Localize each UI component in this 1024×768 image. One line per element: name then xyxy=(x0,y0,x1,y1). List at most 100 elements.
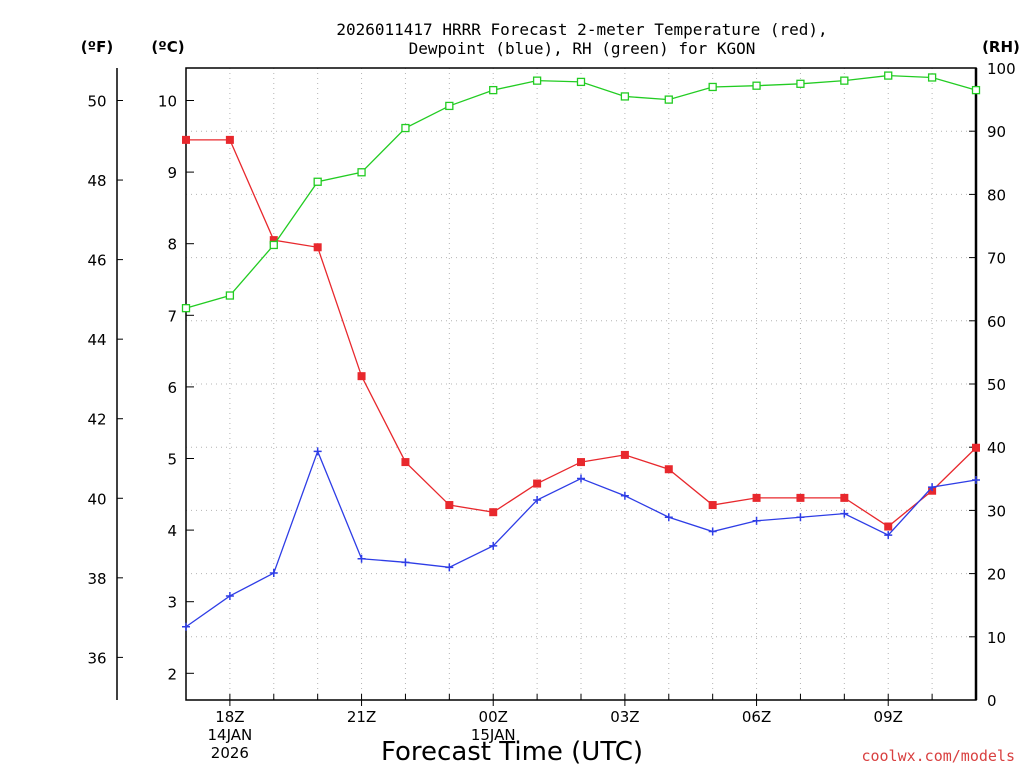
rh-tick-label: 10 xyxy=(987,629,1006,647)
temperature-point xyxy=(708,501,717,510)
dewpoint-point xyxy=(182,622,190,631)
rh-point xyxy=(313,177,322,186)
rh-tick-label: 40 xyxy=(987,439,1006,457)
temperature-point xyxy=(357,372,366,381)
rh-point xyxy=(445,101,454,111)
celsius-tick-label: 4 xyxy=(167,522,177,540)
dewpoint-point xyxy=(225,591,234,600)
celsius-tick-label: 2 xyxy=(167,665,177,683)
dewpoint-point xyxy=(840,509,849,518)
temperature-point xyxy=(972,443,980,452)
rh-point xyxy=(181,304,191,313)
grid-lines xyxy=(186,68,976,700)
fahrenheit-tick-label: 46 xyxy=(87,252,106,270)
temperature-point xyxy=(182,135,190,144)
temperature-point xyxy=(752,493,761,502)
dewpoint-point xyxy=(620,491,629,500)
rh-point xyxy=(664,95,673,104)
rh-point xyxy=(927,73,937,82)
rh-tick-label: 20 xyxy=(987,566,1006,584)
x-tick-label: 03Z xyxy=(610,708,639,726)
rh-point xyxy=(357,168,366,177)
dewpoint-point xyxy=(577,474,585,483)
dewpoint-point xyxy=(489,541,498,550)
dewpoint-point xyxy=(884,531,893,540)
celsius-tick-label: 10 xyxy=(158,93,177,111)
fahrenheit-tick-label: 42 xyxy=(87,411,106,429)
temperature-point xyxy=(664,465,673,474)
dewpoint-point xyxy=(533,496,542,505)
chart-title-line-1: 2026011417 HRRR Forecast 2-meter Tempera… xyxy=(336,20,827,39)
rh-point xyxy=(796,79,805,88)
credit-text: coolwx.com/models xyxy=(861,747,1015,765)
temperature-point xyxy=(884,522,893,531)
temperature-point xyxy=(225,135,234,144)
x-tick-label: 21Z xyxy=(347,708,376,726)
temperature-point xyxy=(533,479,542,488)
fahrenheit-tick-label: 36 xyxy=(87,649,106,667)
temperature-point xyxy=(313,243,322,252)
axes: 2 3 4 5 6 7 8 9 10 36 38 40 42 44 46 48 50 0 10 20 30 40 50 60 7… xyxy=(87,60,1015,762)
rh-point xyxy=(532,76,542,85)
rh-tick-label: 80 xyxy=(987,186,1006,204)
x-tick-label: 18Z xyxy=(215,708,244,726)
fahrenheit-tick-label: 48 xyxy=(87,172,106,190)
dewpoint-point xyxy=(664,513,673,522)
x-tick-label: 06Z xyxy=(742,708,771,726)
rh-point xyxy=(620,92,630,101)
dewpoint-point xyxy=(752,516,761,525)
rh-tick-label: 30 xyxy=(987,502,1006,520)
dewpoint-point xyxy=(796,513,805,522)
rh-point xyxy=(576,77,586,87)
rh-unit-label: (RH) xyxy=(982,38,1020,56)
rh-tick-label: 50 xyxy=(987,376,1006,394)
x-tick-label: 2026 xyxy=(211,744,249,762)
x-tick-label: 09Z xyxy=(874,708,903,726)
rh-point xyxy=(840,76,849,85)
celsius-tick-label: 5 xyxy=(167,451,177,469)
fahrenheit-tick-label: 38 xyxy=(87,570,106,588)
x-tick-label: 14JAN xyxy=(208,726,253,744)
x-tick-label: 15JAN xyxy=(471,726,516,744)
temperature-point xyxy=(620,450,629,459)
rh-point xyxy=(752,81,761,90)
rh-tick-label: 100 xyxy=(987,60,1016,78)
rh-tick-label: 70 xyxy=(987,250,1006,268)
temperature-point xyxy=(269,236,278,245)
rh-point xyxy=(401,123,410,133)
fahrenheit-tick-label: 50 xyxy=(87,93,106,111)
rh-point xyxy=(225,291,235,300)
celsius-tick-label: 9 xyxy=(167,164,177,182)
celsius-tick-label: 7 xyxy=(167,307,177,325)
rh-point xyxy=(971,85,981,95)
dewpoint-point xyxy=(357,554,366,563)
rh-tick-label: 60 xyxy=(987,313,1006,331)
rh-tick-label: 90 xyxy=(987,123,1006,141)
rh-tick-label: 0 xyxy=(987,692,997,710)
fahrenheit-tick-label: 44 xyxy=(87,331,106,349)
dewpoint-point xyxy=(401,558,410,567)
dewpoint-point xyxy=(313,447,322,456)
dewpoint-point xyxy=(928,483,937,492)
chart-title-line-2: Dewpoint (blue), RH (green) for KGON xyxy=(409,39,756,58)
x-tick-label: 00Z xyxy=(479,708,508,726)
temperature-point xyxy=(840,493,849,502)
dewpoint-point xyxy=(269,569,278,578)
x-axis-title: Forecast Time (UTC) xyxy=(381,737,643,767)
dewpoint-point xyxy=(708,527,717,536)
celsius-tick-label: 8 xyxy=(167,236,177,254)
temperature-point xyxy=(445,501,454,510)
data-series xyxy=(181,71,981,631)
rh-point xyxy=(489,85,498,95)
temperature-point xyxy=(577,458,585,467)
celsius-tick-label: 6 xyxy=(167,379,177,397)
rh-point xyxy=(884,71,893,80)
fahrenheit-tick-label: 40 xyxy=(87,490,106,508)
celsius-unit-label: (ºC) xyxy=(151,38,184,56)
temperature-point xyxy=(401,458,410,467)
rh-point xyxy=(708,82,717,92)
temperature-point xyxy=(489,508,498,517)
rh-point xyxy=(269,240,278,250)
dewpoint-point xyxy=(445,563,454,572)
